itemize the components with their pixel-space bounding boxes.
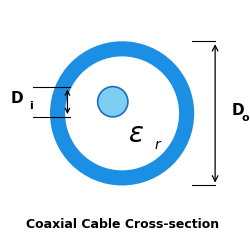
Text: D: D xyxy=(232,103,244,118)
Circle shape xyxy=(98,87,128,117)
Text: r: r xyxy=(154,138,160,152)
Text: i: i xyxy=(29,102,32,112)
Circle shape xyxy=(65,56,179,170)
Circle shape xyxy=(50,41,194,186)
Text: ε: ε xyxy=(128,120,144,148)
Text: D: D xyxy=(11,91,23,106)
Text: Coaxial Cable Cross-section: Coaxial Cable Cross-section xyxy=(26,218,219,231)
Text: o: o xyxy=(242,113,250,123)
